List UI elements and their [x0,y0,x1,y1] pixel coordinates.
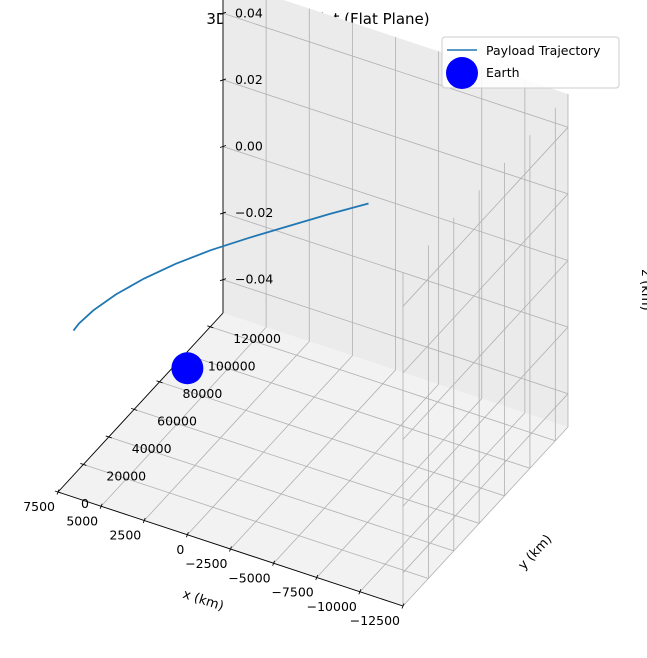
x-gridline [402,426,569,607]
legend: Payload Trajectory Earth [441,36,620,89]
x-axis-label: x (km) [181,587,226,614]
x-gridline [143,341,310,521]
y-axis-line [57,312,224,493]
y-tick-label: 60000 [157,413,197,428]
y-tick-mark [54,490,62,494]
x-tick-mark [142,517,146,524]
z-gridline [222,12,569,128]
z-gridline [402,260,569,440]
x-tick-label: 2500 [109,528,141,543]
y-gridline [159,381,505,497]
y-tick-label: 100000 [208,358,256,373]
z-tick-label: −0.04 [235,272,273,287]
legend-frame [441,36,620,89]
x-gridline [100,326,267,507]
y-tick-label: 40000 [132,441,172,456]
x-gridline [187,355,353,536]
z-axis-label: z (km) [638,269,647,310]
earth-marker [171,352,204,385]
z-tick-label: −0.02 [235,205,273,220]
data-layer [72,202,369,385]
y-tick-mark [131,407,138,411]
legend-label-earth: Earth [486,65,520,80]
x-tick-mark [358,589,362,595]
z-gridline [402,326,569,507]
x-tick-label: −5000 [228,570,270,585]
y-tick-mark [207,325,214,329]
z-tick-mark [219,278,227,282]
x-tick-label: −10000 [307,599,357,614]
x-tick-label: 7500 [23,499,55,514]
x-gridline [316,398,483,578]
x-gridline [230,369,396,550]
tick-marks: −12500−10000−7500−5000−25000250050007500… [23,5,405,628]
z-tick-mark [219,11,227,15]
z-tick-mark [219,145,227,148]
z-gridline [402,193,569,374]
x-tick-mark [185,532,189,538]
x-tick-mark [99,503,103,509]
z-gridline [222,212,569,328]
z-tick-mark [219,211,227,215]
x-tick-label: −7500 [271,585,313,600]
y-gridline [134,409,480,524]
legend-marker-earth [446,57,478,89]
x-tick-label: 0 [176,542,184,557]
y-tick-mark [105,435,112,439]
x-tick-mark [315,574,319,581]
z-tick-mark [219,78,227,82]
y-gridline [184,353,531,469]
y-tick-label: 80000 [183,386,223,401]
y-tick-mark [80,463,87,466]
y-gridline [108,436,454,552]
x-tick-mark [401,603,405,609]
z-tick-label: 0.00 [235,139,263,154]
x-tick-mark [229,546,232,552]
z-gridline [222,279,569,395]
z-gridline [402,127,569,307]
x-gridline [273,383,439,564]
z-gridline [222,146,569,261]
payload-trajectory-line [72,202,369,332]
z-tick-label: 0.02 [235,72,263,87]
x-tick-mark [272,560,276,566]
y-tick-label: 0 [81,496,89,511]
y-gridline [83,464,429,579]
y-tick-mark [156,380,163,384]
y-axis-label: y (km) [516,532,556,573]
y-tick-label: 20000 [106,468,146,483]
axis-panes [58,0,568,606]
legend-label-payload: Payload Trajectory [486,43,601,58]
y-gridline [210,326,556,442]
y-tick-label: 120000 [233,331,281,346]
x-gridline [359,412,526,593]
z-tick-label: 0.04 [235,5,263,20]
x-tick-label: −12500 [350,613,400,628]
z-gridline [402,393,569,573]
x-tick-label: −2500 [185,556,227,571]
z-gridline [222,79,569,195]
x-tick-label: 5000 [66,513,98,528]
